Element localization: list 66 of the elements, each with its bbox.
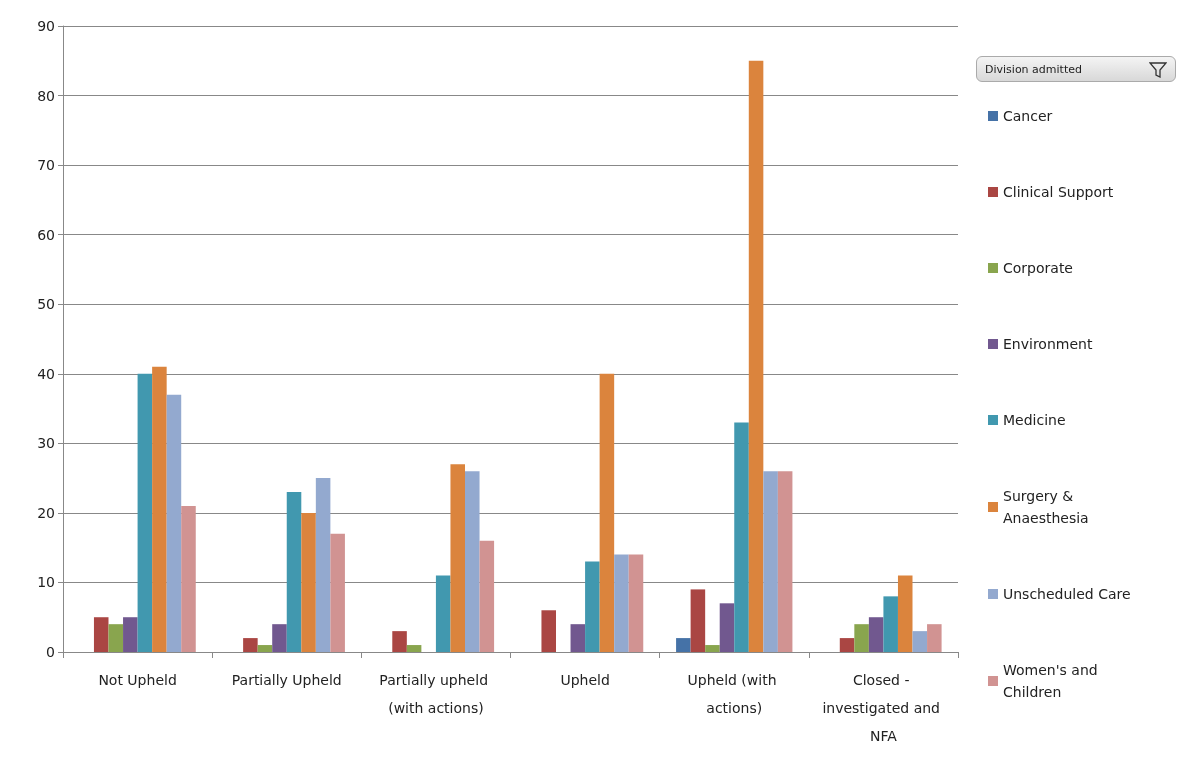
bar [599,373,615,652]
y-tick-label: 40 [37,365,55,382]
bar [465,471,480,652]
bar [570,624,586,652]
bar [897,575,913,652]
bar [854,624,869,652]
bar [392,631,407,652]
y-tick-label: 70 [37,157,55,174]
bar [748,60,764,652]
y-tick-label: 80 [37,87,55,104]
x-tick-label: Upheld (with actions) [687,672,781,716]
bar [690,589,706,652]
bar [676,638,691,652]
legend-label: Environment [1003,336,1093,352]
bar [435,575,451,652]
bar [777,471,793,652]
bar [450,464,465,652]
bar [243,638,258,652]
y-tick-label: 20 [37,504,55,521]
bar [315,478,331,652]
bar [108,624,124,652]
bar [719,603,735,652]
bar [166,394,182,652]
x-tick-label: Partially Upheld [231,672,342,688]
y-tick-label: 50 [37,296,55,313]
legend-label: Surgery & Anaesthesia [1003,488,1089,526]
y-tick-label: 60 [37,226,55,243]
bar [628,554,644,652]
bar [181,505,196,652]
bar [152,366,167,652]
x-tick-label: Closed - investigated and NFA [822,672,945,744]
bar [301,512,316,652]
bar [585,561,600,652]
bar [541,610,556,652]
bar [330,533,345,652]
y-tick-label: 0 [46,644,55,660]
bar [137,373,153,652]
legend-label: Cancer [1003,108,1053,124]
legend-label: Corporate [1003,260,1073,276]
bar [614,554,629,652]
bar [479,540,495,652]
bar [883,596,898,652]
bar [272,624,287,652]
x-tick-label: Upheld [560,672,610,688]
bar [406,645,422,652]
bar [912,631,928,652]
bar [93,617,109,652]
legend-label: Medicine [1003,412,1066,428]
legend-label: Clinical Support [1003,184,1114,200]
legend-label: Unscheduled Care [1003,586,1131,602]
bar [734,422,749,652]
bar [868,617,884,652]
legend-label: Women's and Children [1003,662,1103,700]
y-tick-label: 10 [37,574,55,591]
bar [705,645,720,652]
legend-title: Division admitted [976,56,1176,82]
bar [839,638,855,652]
bar [257,645,273,652]
y-tick-label: 90 [37,18,55,34]
x-tick-label: Partially upheld (with actions) [379,672,493,716]
y-tick-label: 30 [37,435,55,452]
bar [927,624,942,652]
x-tick-label: Not Upheld [98,672,177,688]
bar [763,471,778,652]
bar [286,492,302,652]
bar [123,617,138,652]
